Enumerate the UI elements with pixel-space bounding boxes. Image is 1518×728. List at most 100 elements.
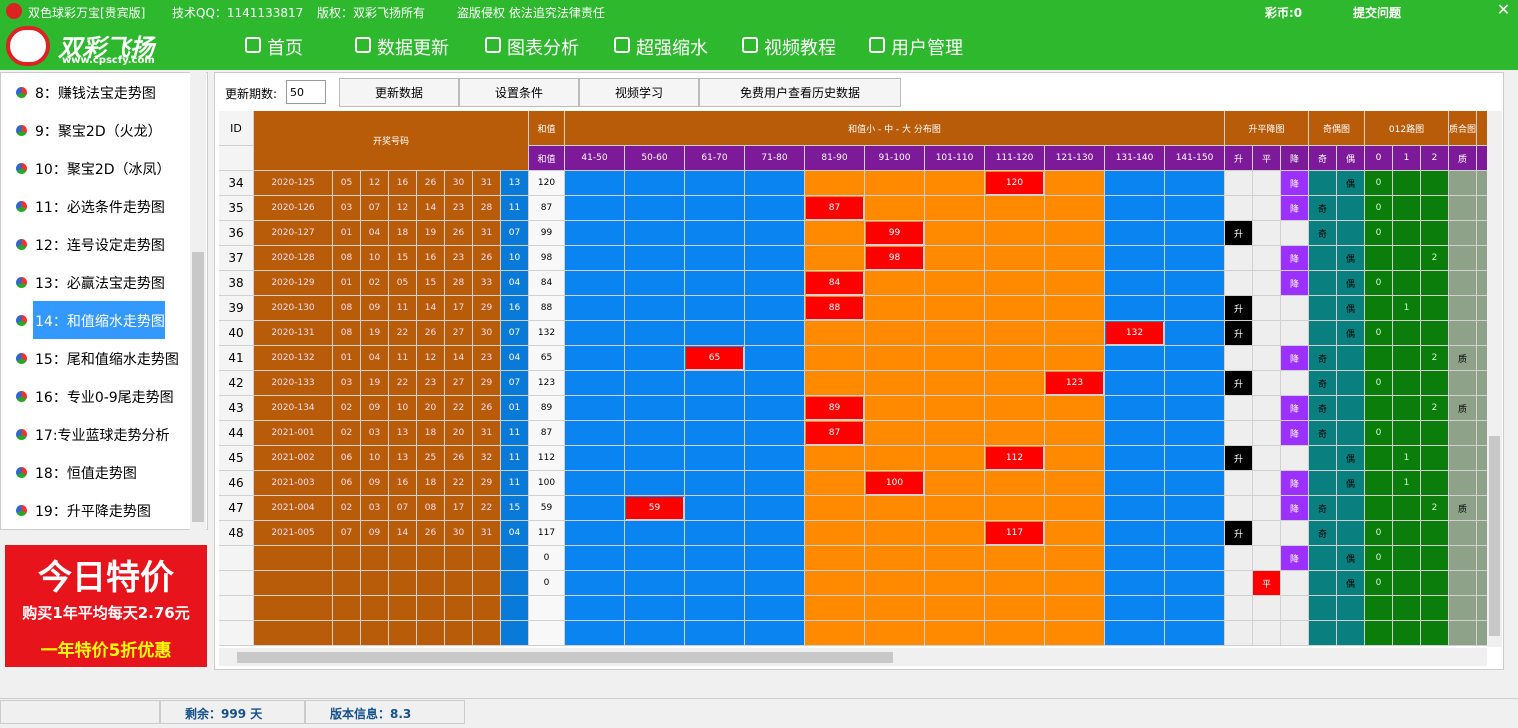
sidebar-item[interactable]: 10：聚宝2D（冰凤） — [35, 162, 171, 178]
red-ball — [417, 571, 445, 596]
item-icon — [16, 315, 27, 326]
trend-cell — [1253, 496, 1281, 521]
sidebar-item[interactable]: 16：专业0-9尾走势图 — [35, 390, 174, 406]
id-cell: 47 — [219, 496, 254, 521]
red-ball — [445, 546, 473, 571]
range-cell — [745, 521, 805, 546]
nav-item[interactable]: 用户管理 — [891, 38, 963, 59]
sidebar-item[interactable]: 19：升平降走势图 — [35, 504, 151, 520]
parity-cell: 奇 — [1309, 221, 1337, 246]
prime-cell — [1477, 296, 1487, 321]
close-button[interactable]: ✕ — [1496, 0, 1511, 19]
sidebar-item[interactable]: 18：恒值走势图 — [35, 466, 137, 482]
toolbar-button[interactable]: 设置条件 — [459, 78, 579, 107]
sidebar-item[interactable]: 11：必选条件走势图 — [35, 200, 165, 216]
range-cell — [625, 521, 685, 546]
prime-cell — [1477, 321, 1487, 346]
sum-cell — [529, 621, 565, 646]
title-text[interactable]: 提交问题 — [1353, 6, 1402, 20]
sidebar-item[interactable]: 13：必赢法宝走势图 — [35, 276, 165, 292]
periods-input[interactable] — [286, 80, 326, 104]
red-ball — [473, 621, 501, 646]
trend-cell: 升 — [1225, 296, 1253, 321]
period-cell: 2020-127 — [254, 221, 333, 246]
status-cell — [160, 700, 305, 724]
sidebar-item[interactable]: 15：尾和值缩水走势图 — [35, 352, 179, 368]
parity-cell: 偶 — [1337, 296, 1365, 321]
prime-cell — [1449, 546, 1477, 571]
red-ball: 19 — [417, 221, 445, 246]
prime-cell — [1449, 221, 1477, 246]
range-cell — [985, 471, 1045, 496]
trend-cell: 升 — [1225, 446, 1253, 471]
header-cell: 开奖号码 — [254, 111, 529, 171]
nav-item[interactable]: 数据更新 — [377, 38, 449, 59]
red-ball: 26 — [417, 521, 445, 546]
range-cell — [925, 421, 985, 446]
red-ball — [389, 546, 417, 571]
range-cell — [925, 271, 985, 296]
range-cell — [865, 571, 925, 596]
nav-item[interactable]: 视频教程 — [764, 38, 836, 59]
route-cell — [1421, 421, 1449, 446]
range-cell — [1045, 496, 1105, 521]
route-cell: 1 — [1393, 471, 1421, 496]
trend-cell: 降 — [1281, 421, 1309, 446]
red-ball: 23 — [417, 371, 445, 396]
red-ball: 08 — [333, 321, 361, 346]
route-cell — [1393, 371, 1421, 396]
header-cell: 升平降图 — [1225, 111, 1309, 146]
range-cell — [745, 221, 805, 246]
range-cell — [745, 621, 805, 646]
red-ball: 23 — [445, 196, 473, 221]
id-cell — [219, 596, 254, 621]
range-cell — [1105, 546, 1165, 571]
nav-item[interactable]: 图表分析 — [507, 38, 579, 59]
nav-item[interactable]: 超强缩水 — [636, 38, 708, 59]
route-cell: 0 — [1365, 546, 1393, 571]
sidebar-item[interactable]: 12：连号设定走势图 — [35, 238, 165, 254]
prime-cell — [1477, 471, 1487, 496]
sub-header: 升 — [1225, 146, 1253, 171]
sidebar-item[interactable]: 8：赚钱法宝走势图 — [35, 86, 156, 102]
route-cell — [1393, 596, 1421, 621]
id-cell: 38 — [219, 271, 254, 296]
v-scrollbar[interactable] — [1487, 111, 1502, 647]
red-ball: 09 — [361, 296, 389, 321]
toolbar-button[interactable]: 免费用户查看历史数据 — [699, 78, 901, 107]
nav-item[interactable]: 首页 — [267, 38, 303, 59]
h-scrollbar[interactable] — [219, 648, 1487, 666]
range-cell — [865, 371, 925, 396]
route-cell — [1393, 546, 1421, 571]
trend-cell: 降 — [1281, 246, 1309, 271]
route-cell — [1393, 496, 1421, 521]
trend-cell — [1281, 521, 1309, 546]
route-cell: 2 — [1421, 246, 1449, 271]
range-cell — [925, 246, 985, 271]
id-cell: 35 — [219, 196, 254, 221]
prime-cell — [1477, 246, 1487, 271]
toolbar-button[interactable]: 视频学习 — [579, 78, 699, 107]
red-ball — [333, 621, 361, 646]
sum-cell: 89 — [529, 396, 565, 421]
range-cell — [685, 196, 745, 221]
sidebar-item[interactable]: 17:专业蓝球走势分析 — [35, 428, 170, 444]
sidebar-item[interactable]: 14：和值缩水走势图 — [35, 314, 165, 330]
period-cell: 2020-129 — [254, 271, 333, 296]
ad-banner[interactable] — [5, 545, 207, 667]
logo-name: 双彩飞扬 — [58, 34, 154, 62]
red-ball: 16 — [389, 171, 417, 196]
route-cell: 0 — [1365, 571, 1393, 596]
red-ball: 33 — [473, 271, 501, 296]
sum-cell: 59 — [529, 496, 565, 521]
red-ball: 28 — [445, 271, 473, 296]
range-cell — [685, 171, 745, 196]
red-ball: 26 — [473, 396, 501, 421]
prime-cell — [1477, 571, 1487, 596]
sidebar-scrollbar[interactable] — [190, 72, 206, 530]
route-cell: 0 — [1365, 521, 1393, 546]
sidebar-item[interactable]: 9：聚宝2D（火龙） — [35, 124, 162, 140]
trend-cell: 降 — [1281, 396, 1309, 421]
toolbar-button[interactable]: 更新数据 — [339, 78, 459, 107]
logo-url: www.cpscfy.com — [62, 55, 155, 66]
